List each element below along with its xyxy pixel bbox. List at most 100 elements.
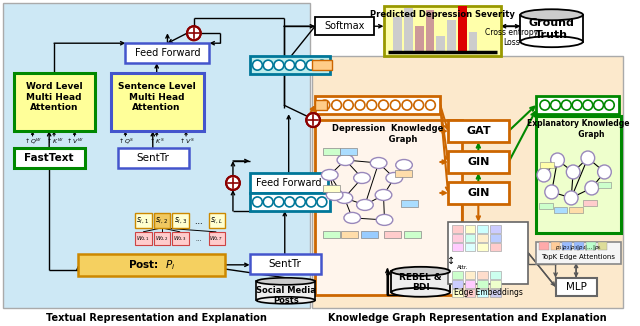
FancyBboxPatch shape	[490, 271, 501, 279]
Ellipse shape	[396, 159, 412, 170]
FancyBboxPatch shape	[452, 225, 463, 233]
FancyBboxPatch shape	[118, 148, 189, 168]
Ellipse shape	[344, 213, 360, 223]
FancyBboxPatch shape	[323, 231, 339, 238]
FancyBboxPatch shape	[448, 222, 528, 284]
Ellipse shape	[391, 267, 450, 276]
Circle shape	[550, 153, 564, 167]
Text: $W_{2,3}$: $W_{2,3}$	[173, 235, 187, 243]
Ellipse shape	[376, 215, 393, 225]
Ellipse shape	[326, 189, 343, 200]
FancyBboxPatch shape	[312, 56, 623, 308]
Text: $s_{i,3}$: $s_{i,3}$	[173, 216, 187, 226]
FancyBboxPatch shape	[79, 254, 225, 276]
FancyBboxPatch shape	[477, 280, 488, 288]
Text: $s_{i,1}$: $s_{i,1}$	[136, 216, 150, 226]
Text: Word Level
Multi Head
Attention: Word Level Multi Head Attention	[26, 82, 83, 112]
FancyBboxPatch shape	[315, 96, 440, 114]
Text: MLP: MLP	[566, 282, 586, 292]
FancyBboxPatch shape	[477, 234, 488, 242]
Circle shape	[540, 100, 550, 110]
FancyBboxPatch shape	[14, 73, 95, 131]
Circle shape	[561, 100, 572, 110]
Text: Social Media
Posts: Social Media Posts	[256, 286, 316, 305]
Circle shape	[253, 60, 262, 70]
FancyBboxPatch shape	[323, 185, 339, 192]
FancyBboxPatch shape	[490, 289, 501, 297]
Ellipse shape	[354, 172, 371, 184]
Circle shape	[550, 100, 561, 110]
FancyBboxPatch shape	[323, 148, 339, 155]
FancyBboxPatch shape	[586, 242, 596, 250]
FancyBboxPatch shape	[477, 243, 488, 251]
FancyBboxPatch shape	[465, 280, 476, 288]
Circle shape	[564, 191, 578, 205]
Circle shape	[253, 197, 262, 207]
FancyBboxPatch shape	[340, 148, 357, 155]
FancyBboxPatch shape	[391, 271, 450, 292]
FancyBboxPatch shape	[404, 8, 413, 52]
Circle shape	[317, 197, 327, 207]
Text: $\uparrow$$K^S$: $\uparrow$$K^S$	[148, 137, 165, 146]
FancyBboxPatch shape	[465, 225, 476, 233]
FancyBboxPatch shape	[550, 242, 561, 250]
Text: $\cdots$: $\cdots$	[195, 217, 203, 226]
FancyBboxPatch shape	[448, 120, 509, 142]
Ellipse shape	[520, 36, 583, 47]
Text: Explanatory Knowledge
          Graph: Explanatory Knowledge Graph	[527, 119, 629, 139]
Text: $s_{i,L}$: $s_{i,L}$	[210, 216, 223, 226]
FancyBboxPatch shape	[465, 234, 476, 242]
FancyBboxPatch shape	[452, 243, 463, 251]
FancyBboxPatch shape	[554, 207, 567, 213]
Circle shape	[187, 26, 201, 40]
Text: Knowledge Graph Representation and Explanation: Knowledge Graph Representation and Expla…	[328, 313, 607, 323]
FancyBboxPatch shape	[404, 231, 420, 238]
FancyBboxPatch shape	[209, 232, 225, 245]
FancyBboxPatch shape	[448, 151, 509, 173]
Text: $\uparrow$$Q^W$: $\uparrow$$Q^W$	[23, 137, 42, 146]
FancyBboxPatch shape	[447, 20, 456, 52]
FancyBboxPatch shape	[556, 278, 596, 296]
Text: $W_{2,T}$: $W_{2,T}$	[209, 235, 223, 243]
FancyBboxPatch shape	[539, 203, 552, 209]
FancyBboxPatch shape	[563, 242, 572, 250]
Circle shape	[390, 100, 400, 110]
Circle shape	[274, 197, 284, 207]
FancyBboxPatch shape	[3, 3, 310, 308]
FancyBboxPatch shape	[540, 162, 554, 168]
FancyBboxPatch shape	[452, 280, 463, 288]
Text: $\uparrow$$V^S$: $\uparrow$$V^S$	[177, 137, 195, 146]
Ellipse shape	[321, 170, 338, 181]
Ellipse shape	[371, 157, 387, 169]
FancyBboxPatch shape	[452, 289, 463, 297]
Circle shape	[332, 100, 342, 110]
FancyBboxPatch shape	[598, 182, 611, 188]
Circle shape	[320, 100, 330, 110]
FancyBboxPatch shape	[465, 289, 476, 297]
FancyBboxPatch shape	[539, 242, 548, 250]
Text: $W_{2,1}$: $W_{2,1}$	[136, 235, 150, 243]
FancyBboxPatch shape	[465, 271, 476, 279]
Text: $\updownarrow$: $\updownarrow$	[445, 255, 455, 266]
FancyBboxPatch shape	[154, 213, 170, 228]
FancyBboxPatch shape	[477, 289, 488, 297]
Text: Sentence Level
Multi Head
Attention: Sentence Level Multi Head Attention	[118, 82, 196, 112]
Circle shape	[226, 176, 240, 190]
Text: FastText: FastText	[24, 153, 74, 163]
Ellipse shape	[520, 9, 583, 20]
Text: GIN: GIN	[467, 188, 490, 198]
Ellipse shape	[391, 288, 450, 297]
Circle shape	[296, 197, 305, 207]
Ellipse shape	[386, 172, 403, 184]
Text: Predicted Depression Severity: Predicted Depression Severity	[370, 10, 515, 19]
FancyBboxPatch shape	[536, 242, 621, 264]
Text: Attr.: Attr.	[457, 265, 468, 270]
FancyBboxPatch shape	[315, 100, 327, 110]
Circle shape	[307, 113, 320, 127]
Text: SentTr: SentTr	[268, 259, 301, 269]
Circle shape	[583, 100, 593, 110]
FancyBboxPatch shape	[312, 60, 332, 70]
Circle shape	[307, 197, 316, 207]
FancyBboxPatch shape	[125, 43, 209, 63]
FancyBboxPatch shape	[452, 271, 463, 279]
